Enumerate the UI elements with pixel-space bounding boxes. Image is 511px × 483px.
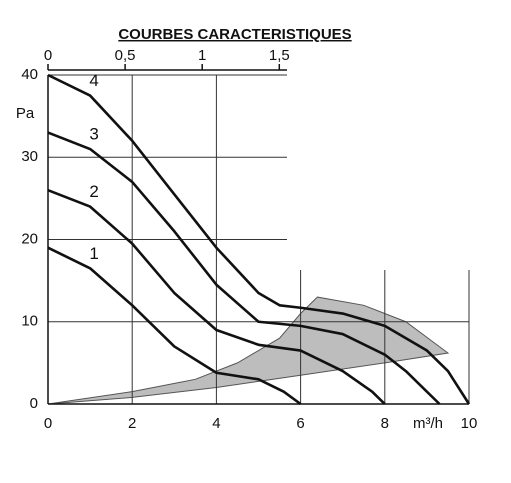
x-tick-label: 2 (128, 415, 136, 432)
y-tick-label: 20 (21, 230, 38, 247)
curve-label: 4 (89, 71, 98, 90)
y-axis-label: Pa (16, 105, 35, 122)
x-tick-label: 0 (44, 415, 52, 432)
y-tick-label: 10 (21, 313, 38, 330)
top-tick-label: 1,5 (269, 47, 290, 64)
fan-curve (47, 246, 302, 406)
y-tick-label: 0 (30, 395, 38, 412)
x-axis-label: m³/h (413, 415, 443, 432)
top-tick-label: 1 (198, 47, 206, 64)
x-tick-label: 10 (461, 415, 478, 432)
y-tick-label: 30 (21, 148, 38, 165)
top-tick-label: 0,5 (115, 47, 136, 64)
top-tick-label: 0 (44, 47, 52, 64)
fan-curve (47, 73, 471, 405)
fan-curve (47, 131, 441, 405)
curve-label: 2 (89, 182, 98, 201)
operating-zone (47, 296, 450, 405)
curve-label: 3 (89, 125, 98, 144)
y-tick-label: 40 (21, 66, 38, 83)
x-tick-label: 6 (296, 415, 304, 432)
curve-label: 1 (89, 244, 98, 263)
fan-curve (47, 188, 386, 405)
x-tick-label: 8 (381, 415, 389, 432)
x-tick-label: 4 (212, 415, 220, 432)
chart-title: COURBES CARACTERISTIQUES (118, 26, 351, 43)
